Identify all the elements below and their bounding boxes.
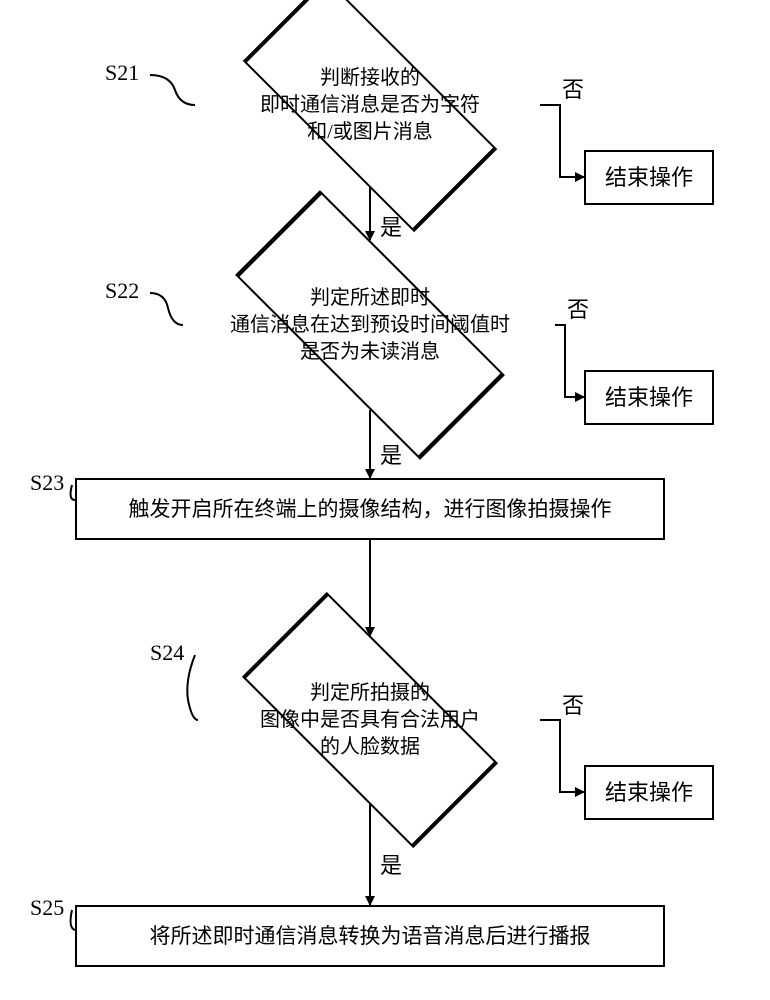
edge-label-yes-3: 是 (380, 848, 402, 880)
process-s23-text: 触发开启所在终端上的摄像结构，进行图像拍摄操作 (129, 495, 612, 523)
end-box-3: 结束操作 (584, 765, 714, 820)
edge-d3-r4 (540, 720, 584, 792)
step-connector-s21 (150, 75, 195, 105)
edge-d2-r2 (555, 325, 584, 397)
decision-s21-text: 判断接收的 即时通信消息是否为字符 和/或图片消息 (200, 65, 540, 146)
end-box-2-text: 结束操作 (605, 383, 693, 413)
text-line: 图像中是否具有合法用户 (200, 707, 540, 734)
step-connector-s24 (187, 655, 198, 720)
process-s25-text: 将所述即时通信消息转换为语音消息后进行播报 (150, 922, 591, 950)
process-s23: 触发开启所在终端上的摄像结构，进行图像拍摄操作 (75, 478, 665, 540)
edge-label-no-1: 否 (562, 72, 584, 104)
decision-s22-text: 判定所述即时 通信消息在达到预设时间阈值时 是否为未读消息 (185, 285, 555, 366)
flowchart-canvas: 判断接收的 即时通信消息是否为字符 和/或图片消息 结束操作 判定所述即时 通信… (0, 0, 770, 1000)
end-box-2: 结束操作 (584, 370, 714, 425)
text-line: 通信消息在达到预设时间阈值时 (185, 312, 555, 339)
step-label-s24: S24 (150, 640, 184, 666)
step-connector-s22 (150, 293, 183, 325)
edge-d1-r1 (540, 105, 584, 177)
end-box-1-text: 结束操作 (605, 163, 693, 193)
step-label-s25: S25 (30, 895, 64, 921)
edge-label-no-3: 否 (562, 688, 584, 720)
text-line: 和/或图片消息 (200, 119, 540, 146)
text-line: 判定所述即时 (185, 285, 555, 312)
text-line: 判断接收的 (200, 65, 540, 92)
step-label-s22: S22 (105, 278, 139, 304)
text-line: 是否为未读消息 (185, 339, 555, 366)
decision-s24-text: 判定所拍摄的 图像中是否具有合法用户 的人脸数据 (200, 680, 540, 761)
edge-label-no-2: 否 (567, 292, 589, 324)
step-label-s21: S21 (105, 60, 139, 86)
text-line: 的人脸数据 (200, 734, 540, 761)
edge-label-yes-1: 是 (380, 210, 402, 242)
edge-label-yes-2: 是 (380, 438, 402, 470)
end-box-1: 结束操作 (584, 150, 714, 205)
end-box-3-text: 结束操作 (605, 778, 693, 808)
process-s25: 将所述即时通信消息转换为语音消息后进行播报 (75, 905, 665, 967)
text-line: 即时通信消息是否为字符 (200, 92, 540, 119)
step-label-s23: S23 (30, 470, 64, 496)
text-line: 判定所拍摄的 (200, 680, 540, 707)
